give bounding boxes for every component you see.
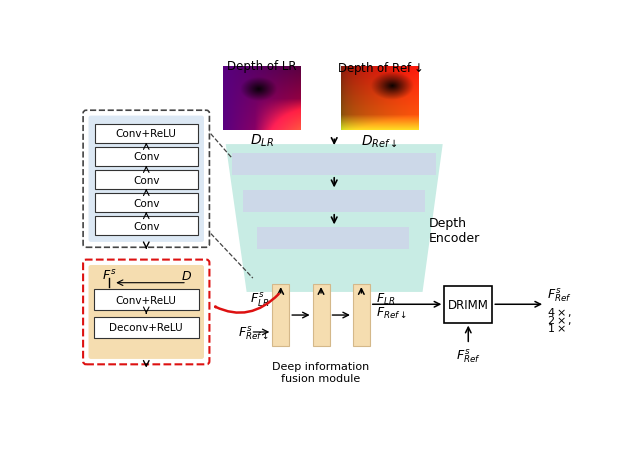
Text: $D_{LR}$: $D_{LR}$ (250, 133, 274, 149)
FancyBboxPatch shape (312, 285, 330, 346)
FancyBboxPatch shape (95, 148, 198, 166)
Text: $F_{Ref{\downarrow}}$: $F_{Ref{\downarrow}}$ (376, 305, 407, 320)
Text: $F^s_{Ref}$: $F^s_{Ref}$ (456, 346, 481, 364)
FancyBboxPatch shape (94, 317, 198, 338)
Text: Conv+ReLU: Conv+ReLU (116, 129, 177, 139)
FancyBboxPatch shape (83, 260, 209, 364)
FancyBboxPatch shape (94, 289, 198, 311)
Text: $1\times$: $1\times$ (547, 322, 566, 334)
FancyBboxPatch shape (88, 265, 204, 359)
Text: Deconv+ReLU: Deconv+ReLU (109, 322, 183, 333)
FancyBboxPatch shape (232, 154, 436, 175)
Text: Depth
Encoder: Depth Encoder (429, 217, 480, 245)
Polygon shape (226, 145, 443, 292)
FancyBboxPatch shape (88, 116, 204, 242)
FancyBboxPatch shape (83, 111, 209, 248)
Text: DRIMM: DRIMM (448, 298, 489, 311)
Text: Depth of LR: Depth of LR (227, 60, 297, 73)
Text: $4\times,$: $4\times,$ (547, 306, 572, 319)
FancyBboxPatch shape (272, 285, 289, 346)
Text: $F^s_{LR}$: $F^s_{LR}$ (250, 291, 269, 308)
FancyBboxPatch shape (95, 194, 198, 212)
FancyBboxPatch shape (444, 286, 492, 323)
Text: $F^s$: $F^s$ (102, 268, 116, 282)
Text: $F^s_{Ref}$: $F^s_{Ref}$ (547, 285, 572, 303)
FancyBboxPatch shape (95, 125, 198, 143)
FancyArrowPatch shape (215, 295, 279, 313)
Text: Conv: Conv (133, 175, 159, 185)
Text: $D$: $D$ (181, 269, 193, 282)
Text: $F^s_{Ref\downarrow}$: $F^s_{Ref\downarrow}$ (238, 323, 269, 341)
Text: $2\times,$: $2\times,$ (547, 313, 572, 327)
Text: Deep information
fusion module: Deep information fusion module (273, 361, 370, 383)
Text: Depth of Ref$\downarrow$: Depth of Ref$\downarrow$ (337, 60, 423, 77)
Text: Conv: Conv (133, 221, 159, 231)
Text: Conv: Conv (133, 198, 159, 208)
FancyBboxPatch shape (257, 228, 408, 249)
FancyBboxPatch shape (243, 191, 425, 212)
FancyBboxPatch shape (95, 217, 198, 235)
Text: Conv+ReLU: Conv+ReLU (116, 295, 177, 305)
Text: $F_{LR}$: $F_{LR}$ (376, 291, 396, 306)
Text: $D_{Ref{\downarrow}}$: $D_{Ref{\downarrow}}$ (362, 133, 398, 148)
FancyBboxPatch shape (95, 171, 198, 189)
FancyBboxPatch shape (353, 285, 370, 346)
Text: Conv: Conv (133, 152, 159, 162)
